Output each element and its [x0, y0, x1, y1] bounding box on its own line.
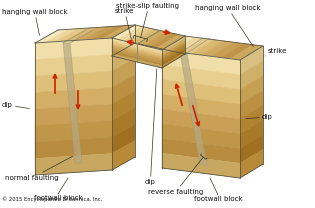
Polygon shape	[112, 91, 135, 120]
Polygon shape	[240, 76, 263, 104]
Polygon shape	[112, 25, 141, 40]
Polygon shape	[143, 32, 173, 47]
Polygon shape	[240, 61, 263, 89]
Polygon shape	[240, 46, 263, 75]
Polygon shape	[240, 90, 263, 119]
Text: footwall block: footwall block	[194, 196, 242, 202]
Polygon shape	[162, 109, 240, 134]
Polygon shape	[102, 25, 135, 39]
Text: hanging wall block: hanging wall block	[195, 5, 261, 47]
Polygon shape	[162, 50, 240, 75]
Text: hanging wall block: hanging wall block	[2, 9, 68, 35]
Polygon shape	[112, 108, 135, 137]
Polygon shape	[156, 35, 185, 50]
Polygon shape	[162, 50, 185, 66]
Polygon shape	[63, 43, 82, 163]
Polygon shape	[112, 52, 162, 66]
Polygon shape	[83, 26, 116, 40]
Polygon shape	[35, 88, 112, 109]
Polygon shape	[112, 25, 135, 54]
Polygon shape	[35, 120, 112, 142]
Polygon shape	[137, 31, 166, 46]
Polygon shape	[211, 42, 243, 57]
Polygon shape	[112, 58, 135, 88]
Text: dip: dip	[246, 114, 273, 120]
Polygon shape	[181, 38, 214, 54]
Polygon shape	[162, 36, 185, 52]
Polygon shape	[162, 43, 185, 59]
Polygon shape	[220, 43, 253, 59]
Text: reverse faulting: reverse faulting	[148, 154, 207, 195]
Text: strike-slip faulting: strike-slip faulting	[117, 3, 180, 9]
Polygon shape	[162, 47, 185, 63]
Polygon shape	[240, 149, 263, 178]
Text: normal faulting: normal faulting	[5, 156, 72, 181]
Polygon shape	[112, 45, 162, 59]
Polygon shape	[35, 137, 112, 158]
Polygon shape	[162, 94, 240, 119]
Text: dip: dip	[145, 69, 157, 185]
Polygon shape	[162, 65, 240, 89]
Polygon shape	[112, 42, 135, 71]
Text: strike: strike	[265, 48, 287, 56]
Polygon shape	[112, 140, 135, 170]
Polygon shape	[73, 27, 106, 41]
Polygon shape	[162, 45, 185, 61]
Polygon shape	[162, 38, 185, 54]
Polygon shape	[162, 52, 185, 68]
Polygon shape	[240, 120, 263, 149]
Polygon shape	[35, 71, 112, 93]
Text: © 2015 Encyclopædia Britannica, Inc.: © 2015 Encyclopædia Britannica, Inc.	[2, 196, 102, 202]
Polygon shape	[64, 27, 96, 41]
Text: strike: strike	[115, 8, 135, 39]
Polygon shape	[112, 54, 162, 68]
Polygon shape	[172, 37, 204, 52]
Polygon shape	[162, 36, 195, 51]
Polygon shape	[150, 33, 179, 48]
Polygon shape	[112, 124, 135, 154]
Polygon shape	[240, 105, 263, 134]
Polygon shape	[35, 104, 112, 125]
Polygon shape	[124, 28, 154, 42]
Polygon shape	[35, 29, 68, 43]
Polygon shape	[201, 41, 234, 56]
Polygon shape	[112, 49, 162, 63]
Polygon shape	[35, 54, 112, 76]
Polygon shape	[180, 53, 207, 165]
Polygon shape	[112, 74, 135, 104]
Polygon shape	[162, 79, 240, 104]
Polygon shape	[54, 28, 87, 42]
Polygon shape	[162, 41, 185, 57]
Polygon shape	[118, 26, 147, 41]
Polygon shape	[45, 29, 77, 42]
Polygon shape	[112, 38, 162, 52]
Polygon shape	[240, 135, 263, 163]
Polygon shape	[112, 42, 162, 57]
Polygon shape	[162, 139, 240, 163]
Polygon shape	[112, 47, 162, 61]
Polygon shape	[230, 45, 263, 60]
Text: dip: dip	[2, 102, 29, 109]
Polygon shape	[93, 26, 125, 39]
Polygon shape	[162, 153, 240, 178]
Polygon shape	[162, 124, 240, 149]
Polygon shape	[191, 40, 224, 55]
Polygon shape	[112, 40, 162, 54]
Polygon shape	[131, 29, 160, 44]
Text: footwall block: footwall block	[34, 195, 82, 201]
Polygon shape	[35, 154, 112, 175]
Polygon shape	[35, 38, 112, 59]
